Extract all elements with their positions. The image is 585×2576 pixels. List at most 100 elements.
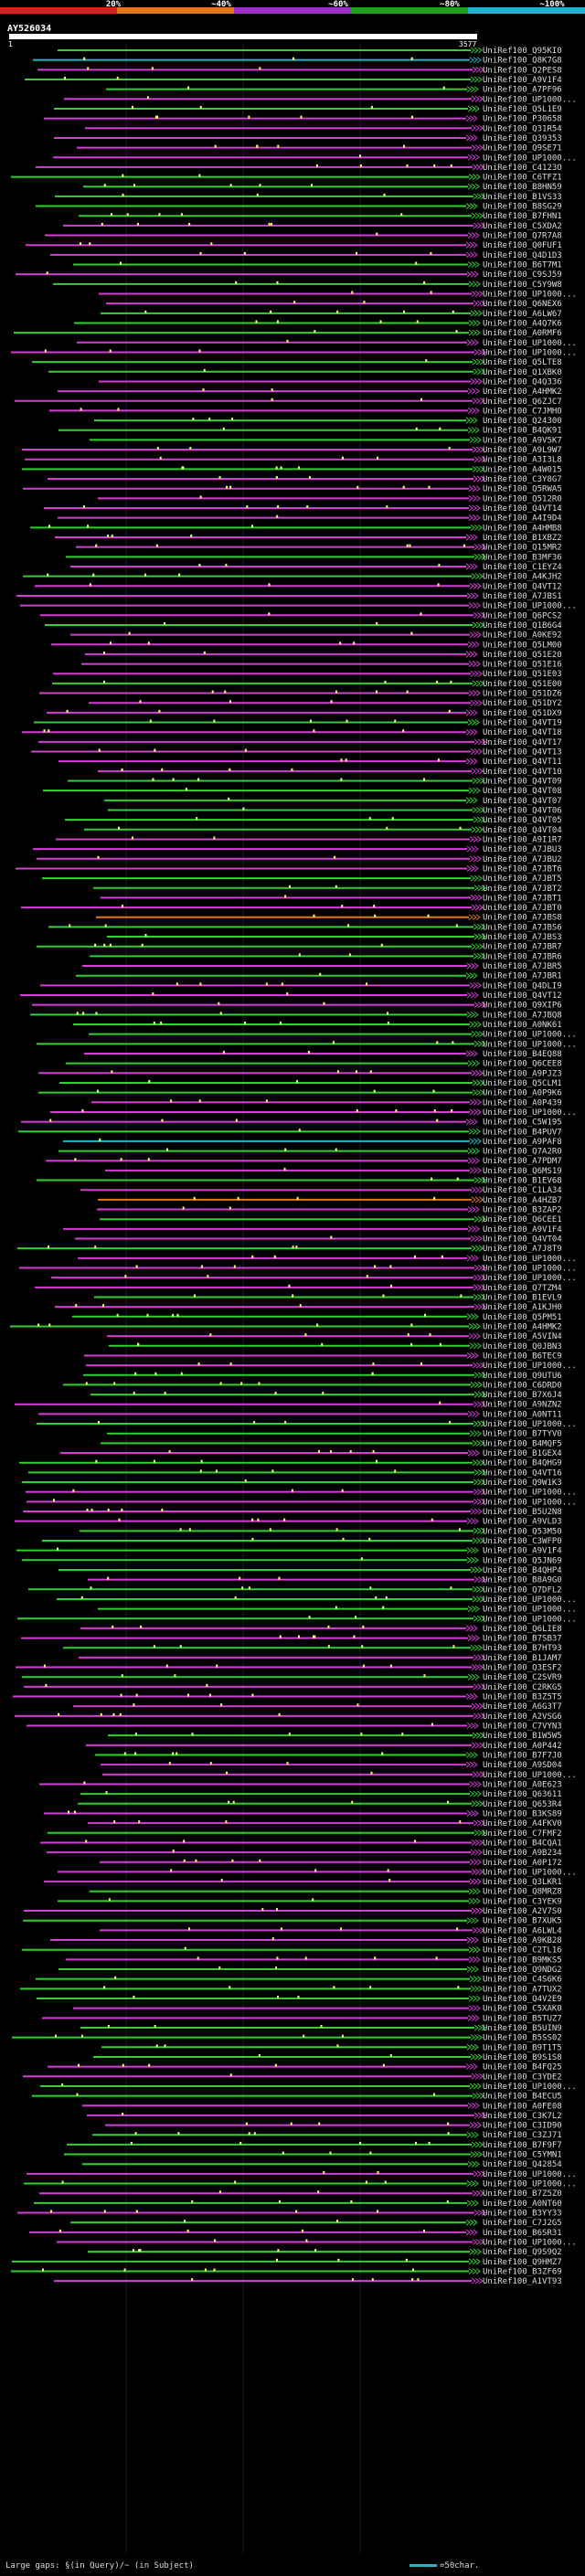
hit-row[interactable]: UniRef100_B5SS02: [12, 2034, 562, 2043]
hit-row[interactable]: UniRef100_B8A9G0: [88, 1576, 562, 1585]
hit-label[interactable]: UniRef100_B9MKS5: [483, 1956, 562, 1965]
hit-row[interactable]: UniRef100_A9I1R7: [56, 835, 562, 844]
hit-label[interactable]: UniRef100_B5SS02: [483, 2034, 562, 2043]
hit-row[interactable]: UniRef100_A7JBR1: [76, 972, 562, 981]
hit-label[interactable]: UniRef100_Q9S9Q2: [483, 2248, 562, 2257]
hit-label[interactable]: UniRef100_A9PJZ3: [483, 1069, 562, 1078]
hit-label[interactable]: UniRef100_C5W195: [483, 1118, 562, 1128]
hit-label[interactable]: UniRef100_B3KS89: [483, 1809, 562, 1818]
hit-label[interactable]: UniRef100_Q6PCS2: [483, 611, 562, 620]
hit-row[interactable]: UniRef100_Q4Q336: [99, 377, 562, 387]
hit-label[interactable]: UniRef100_B4MQF5: [483, 1439, 562, 1448]
hit-row[interactable]: UniRef100_UP1000...: [77, 339, 577, 348]
hit-row[interactable]: UniRef100_Q6LIE8: [80, 1625, 562, 1634]
hit-label[interactable]: UniRef100_Q9HMZ7: [483, 2258, 562, 2267]
hit-row[interactable]: UniRef100_A2VSG6: [15, 1712, 562, 1722]
hit-label[interactable]: UniRef100_Q5CLM1: [483, 1079, 562, 1088]
hit-label[interactable]: UniRef100_C7J2G5: [483, 2219, 562, 2228]
hit-label[interactable]: UniRef100_Q9NDG2: [483, 1966, 562, 1975]
hit-label[interactable]: UniRef100_Q4VT14: [483, 504, 562, 514]
hit-row[interactable]: UniRef100_A5VIN4: [107, 1332, 562, 1341]
hit-label[interactable]: UniRef100_C2TL16: [483, 1946, 562, 1956]
hit-row[interactable]: UniRef100_Q24300: [94, 417, 562, 426]
hit-row[interactable]: UniRef100_Q7DFL2: [28, 1585, 562, 1595]
hit-label[interactable]: UniRef100_Q4VT05: [483, 816, 562, 825]
hit-row[interactable]: UniRef100_Q1XBK0: [48, 368, 562, 377]
hit-row[interactable]: UniRef100_A6LWL4: [100, 1926, 562, 1935]
hit-row[interactable]: UniRef100_A7JBR6: [90, 952, 562, 961]
hit-label[interactable]: UniRef100_Q6MS19: [483, 1167, 562, 1176]
hit-row[interactable]: UniRef100_UP1000...: [64, 95, 577, 104]
hit-label[interactable]: UniRef100_A9V1F4: [483, 1547, 562, 1556]
hit-label[interactable]: UniRef100_Q5RWA5: [483, 485, 562, 494]
hit-row[interactable]: UniRef100_B7HT93: [63, 1644, 562, 1653]
hit-row[interactable]: UniRef100_B4FQ25: [48, 2063, 562, 2072]
hit-row[interactable]: UniRef100_Q4VT14: [44, 504, 562, 514]
hit-row[interactable]: UniRef100_A4Q7K6: [74, 319, 562, 328]
hit-label[interactable]: UniRef100_UP1000...: [483, 602, 577, 611]
hit-row[interactable]: UniRef100_A1KJH0: [55, 1303, 562, 1312]
hit-row[interactable]: UniRef100_Q3LKR1: [44, 1878, 562, 1887]
hit-label[interactable]: UniRef100_Q9SE71: [483, 144, 562, 154]
hit-label[interactable]: UniRef100_UP1000...: [483, 1595, 577, 1605]
hit-row[interactable]: UniRef100_B1GEX4: [60, 1449, 562, 1458]
hit-row[interactable]: UniRef100_Q6ZJC7: [15, 398, 562, 407]
hit-label[interactable]: UniRef100_C6DRD0: [483, 1381, 562, 1390]
hit-row[interactable]: UniRef100_A7JBT2: [93, 885, 562, 894]
hit-row[interactable]: UniRef100_C7J2G5: [70, 2219, 562, 2228]
hit-label[interactable]: UniRef100_Q7DFL2: [483, 1585, 562, 1595]
hit-row[interactable]: UniRef100_Q1B6G4: [45, 621, 562, 631]
hit-row[interactable]: UniRef100_C3YDE2: [23, 2072, 562, 2082]
hit-label[interactable]: UniRef100_B6TEC9: [483, 1352, 562, 1361]
hit-row[interactable]: UniRef100_Q9UTU6: [83, 1372, 562, 1381]
hit-label[interactable]: UniRef100_A0P439: [483, 1098, 562, 1108]
hit-label[interactable]: UniRef100_A9NZN2: [483, 1401, 562, 1410]
hit-label[interactable]: UniRef100_B8SG29: [483, 203, 562, 212]
hit-row[interactable]: UniRef100_UP1000...: [27, 1498, 577, 1507]
hit-row[interactable]: UniRef100_Q4VT19: [34, 719, 562, 728]
hit-row[interactable]: UniRef100_C6DRD0: [63, 1381, 562, 1390]
hit-row[interactable]: UniRef100_B5UIN9: [80, 2024, 562, 2033]
hit-label[interactable]: UniRef100_B6T7M1: [483, 261, 562, 270]
hit-row[interactable]: UniRef100_UP1000...: [53, 154, 577, 163]
hit-row[interactable]: UniRef100_C3Y8G7: [48, 475, 562, 484]
hit-row[interactable]: UniRef100_A7JBT1: [101, 894, 562, 903]
hit-label[interactable]: UniRef100_C2SVR9: [483, 1673, 562, 1682]
hit-row[interactable]: UniRef100_A7JBS1: [16, 592, 562, 601]
hit-label[interactable]: UniRef100_Q5JN69: [483, 1556, 562, 1565]
hit-label[interactable]: UniRef100_A7JBT6: [483, 864, 562, 874]
hit-label[interactable]: UniRef100_C3YEK9: [483, 1897, 562, 1906]
hit-row[interactable]: UniRef100_A0FE08: [82, 2102, 562, 2111]
hit-row[interactable]: UniRef100_Q51DX9: [47, 709, 562, 718]
hit-row[interactable]: UniRef100_A9KB28: [50, 1936, 562, 1945]
hit-label[interactable]: UniRef100_Q8MRZ8: [483, 1888, 562, 1897]
hit-label[interactable]: UniRef100_A0NT11: [483, 1410, 562, 1419]
hit-row[interactable]: UniRef100_UP1000...: [24, 2180, 577, 2189]
hit-label[interactable]: UniRef100_Q42854: [483, 2160, 562, 2169]
hit-label[interactable]: UniRef100_A7PF96: [483, 86, 562, 95]
hit-label[interactable]: UniRef100_A7JBR7: [483, 943, 562, 952]
hit-row[interactable]: UniRef100_B4ECU5: [32, 2093, 562, 2102]
hit-row[interactable]: UniRef100_A7JBU2: [37, 855, 562, 864]
hit-label[interactable]: UniRef100_Q24300: [483, 417, 562, 426]
hit-row[interactable]: UniRef100_B1VS33: [55, 193, 562, 202]
hit-label[interactable]: UniRef100_C1EYZ4: [483, 563, 562, 572]
hit-row[interactable]: UniRef100_A7TUX2: [20, 1985, 562, 1994]
hit-label[interactable]: UniRef100_B3ZAP2: [483, 1206, 562, 1215]
hit-label[interactable]: UniRef100_C3WFP0: [483, 1537, 562, 1546]
hit-label[interactable]: UniRef100_UP1000...: [483, 1868, 577, 1877]
hit-row[interactable]: UniRef100_B7TYV0: [107, 1430, 562, 1439]
hit-label[interactable]: UniRef100_Q4VT04: [483, 1235, 562, 1245]
hit-label[interactable]: UniRef100_Q4VT16: [483, 1468, 562, 1478]
hit-label[interactable]: UniRef100_Q4VT19: [483, 719, 562, 728]
hit-label[interactable]: UniRef100_Q4VT06: [483, 806, 562, 815]
hit-label[interactable]: UniRef100_A0E623: [483, 1780, 562, 1789]
hit-label[interactable]: UniRef100_Q4V2E9: [483, 1995, 562, 2004]
hit-row[interactable]: UniRef100_Q15MR2: [76, 544, 562, 553]
hit-row[interactable]: UniRef100_Q0FUF1: [26, 241, 562, 250]
hit-label[interactable]: UniRef100_UP1000...: [483, 1108, 577, 1118]
hit-row[interactable]: UniRef100_Q7TZM4: [35, 1284, 562, 1293]
hit-row[interactable]: UniRef100_B1XBZ2: [55, 534, 562, 543]
hit-row[interactable]: UniRef100_B3MF36: [66, 553, 562, 562]
hit-label[interactable]: UniRef100_B1VS33: [483, 193, 562, 202]
